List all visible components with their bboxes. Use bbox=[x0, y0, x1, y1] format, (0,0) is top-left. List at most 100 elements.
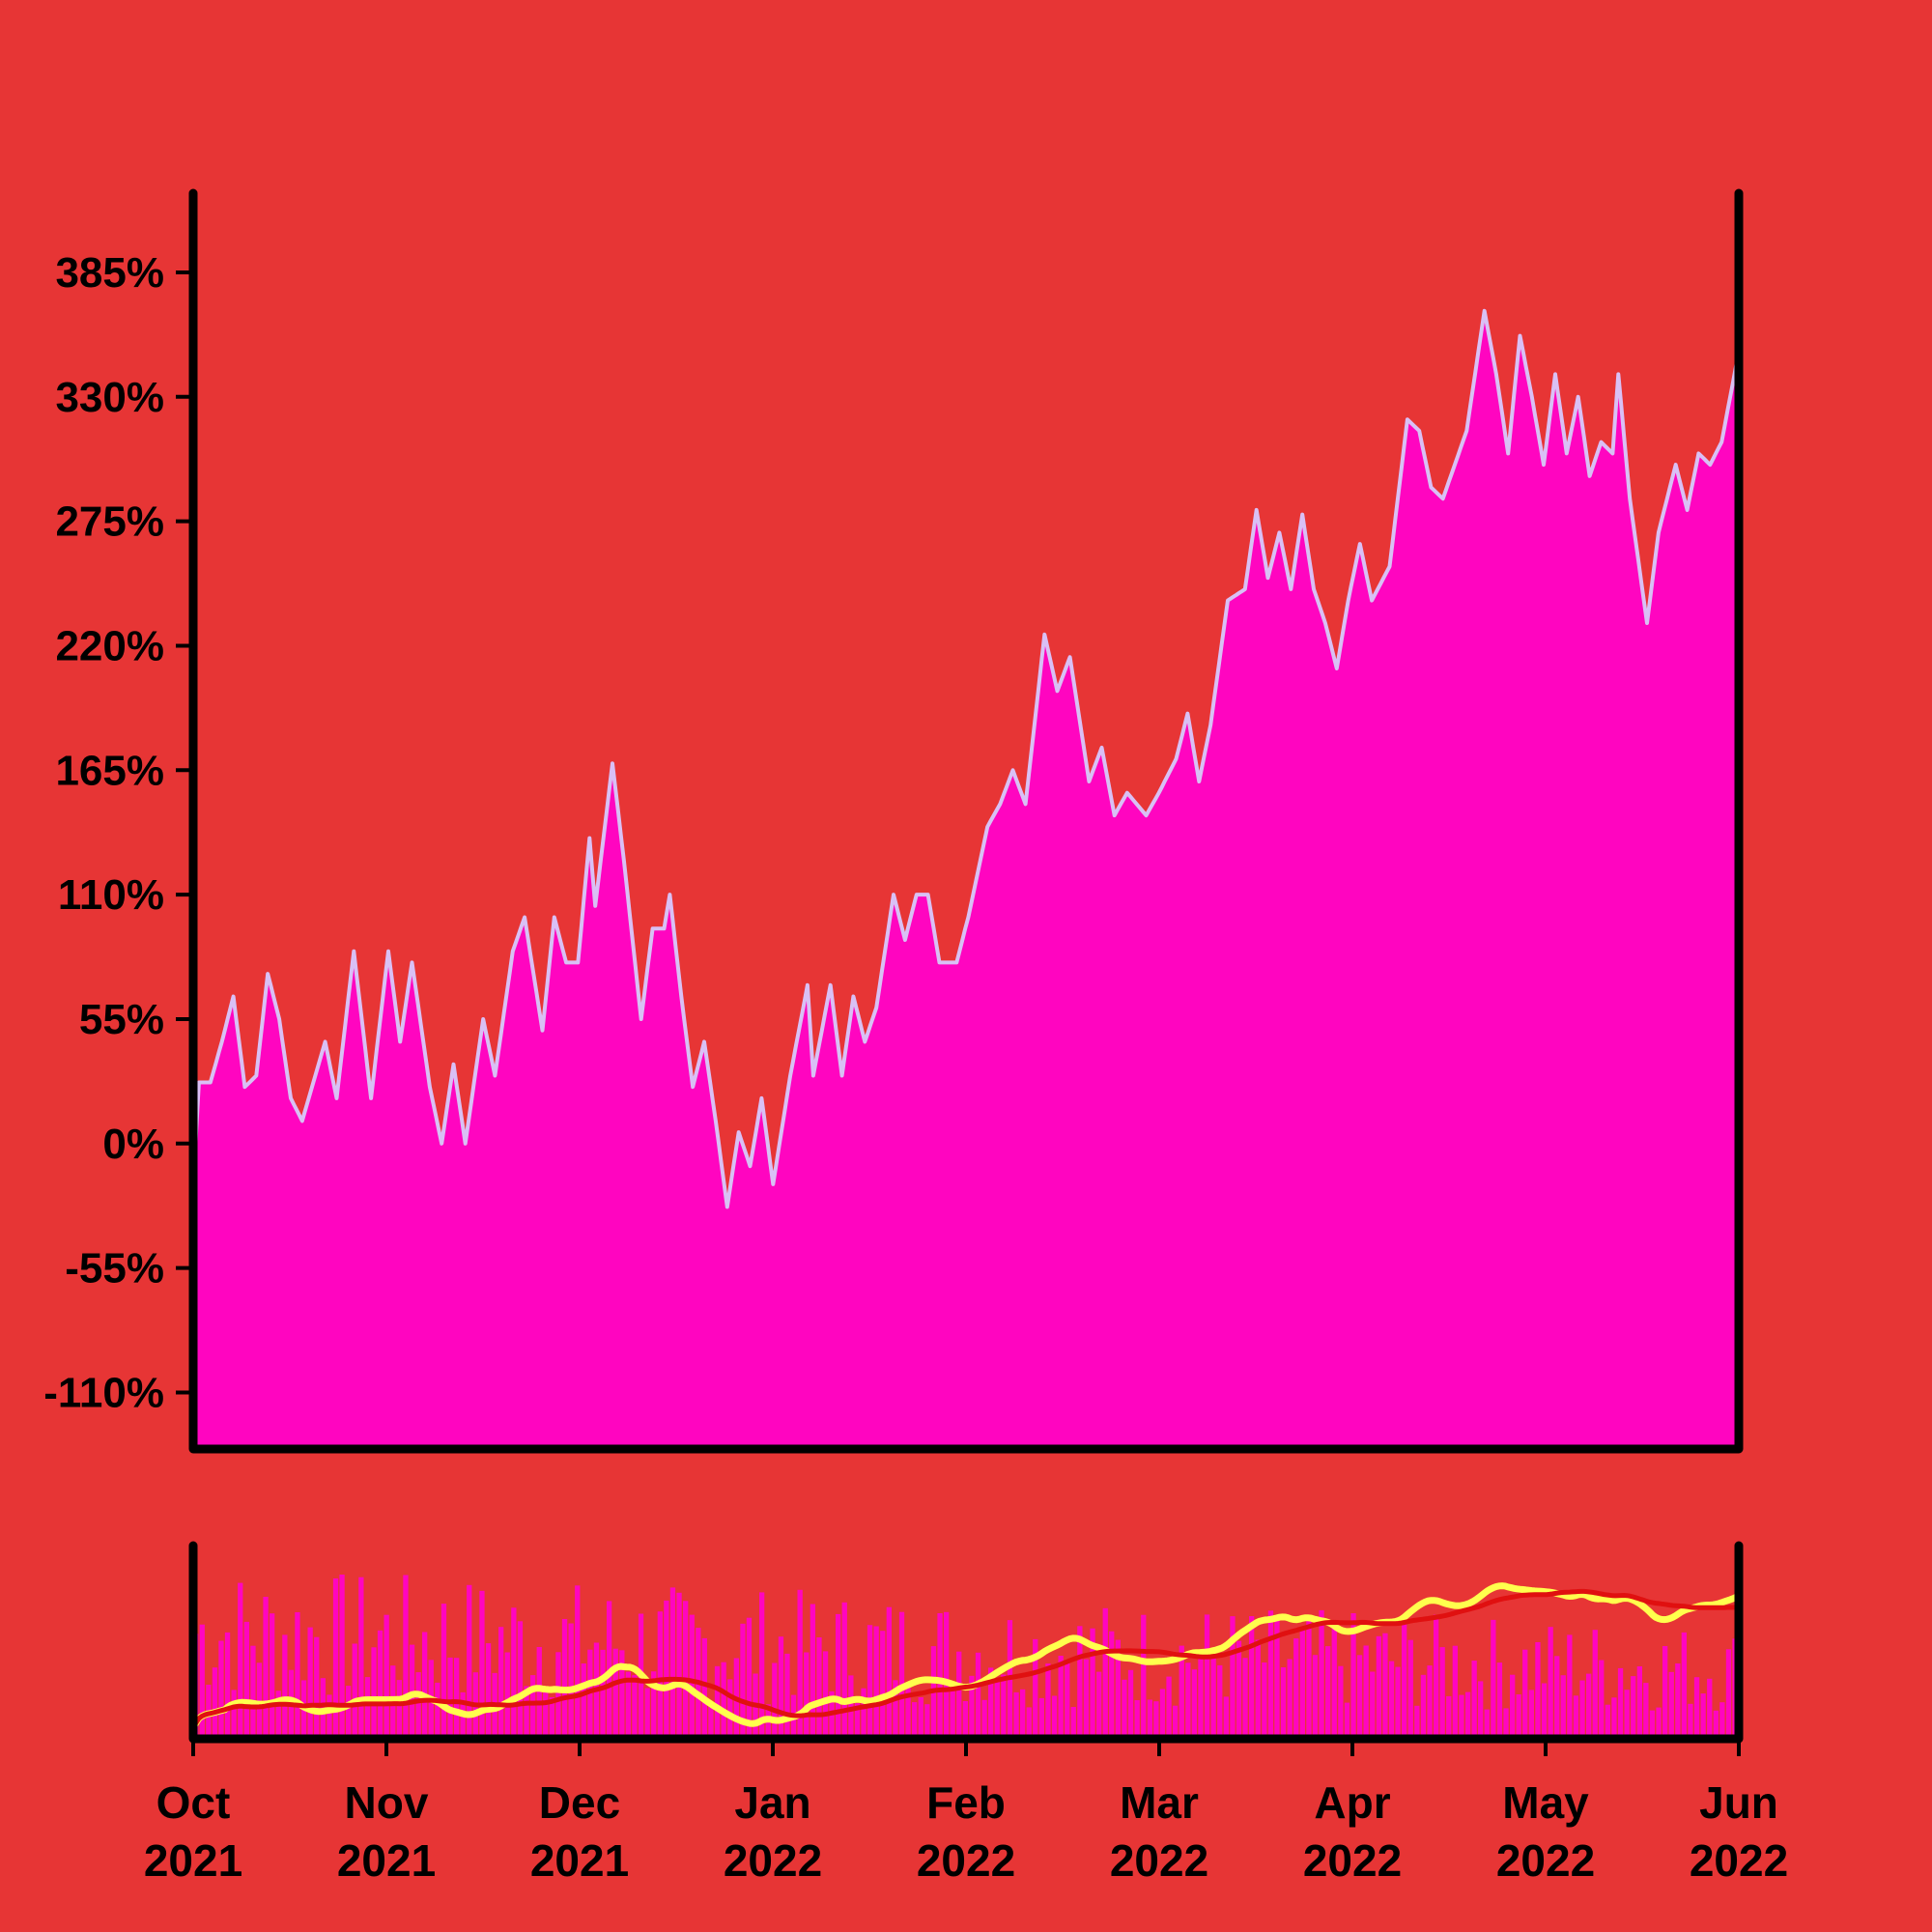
volume-bar bbox=[1242, 1658, 1248, 1739]
volume-bar bbox=[727, 1679, 733, 1739]
volume-bar bbox=[1395, 1666, 1401, 1739]
volume-bar bbox=[1191, 1669, 1197, 1739]
volume-bar bbox=[1420, 1674, 1427, 1739]
volume-bar bbox=[994, 1681, 1000, 1739]
volume-bar bbox=[778, 1636, 784, 1739]
volume-bar bbox=[1077, 1626, 1083, 1739]
volume-bar bbox=[625, 1671, 631, 1739]
volume-bar bbox=[1166, 1676, 1172, 1739]
volume-bar bbox=[1096, 1671, 1102, 1739]
volume-bar bbox=[314, 1636, 320, 1739]
volume-bar bbox=[1325, 1646, 1331, 1739]
volume-bar bbox=[797, 1589, 803, 1739]
volume-bar bbox=[295, 1612, 300, 1739]
volume-bar bbox=[1083, 1659, 1090, 1739]
volume-bar bbox=[1427, 1665, 1433, 1739]
x-tick-year-label: 2022 bbox=[1110, 1835, 1208, 1886]
volume-bar bbox=[873, 1626, 879, 1739]
volume-bar bbox=[1090, 1628, 1095, 1739]
volume-bar bbox=[1496, 1662, 1503, 1739]
volume-bar bbox=[1675, 1663, 1681, 1739]
volume-bar bbox=[524, 1686, 529, 1739]
volume-bar bbox=[918, 1697, 923, 1739]
volume-bar bbox=[701, 1637, 707, 1739]
volume-bar bbox=[581, 1663, 586, 1739]
volume-bar bbox=[282, 1634, 288, 1739]
volume-bar bbox=[1134, 1700, 1140, 1739]
volume-bar bbox=[543, 1691, 549, 1739]
volume-bar bbox=[1065, 1662, 1070, 1739]
volume-bar bbox=[1319, 1609, 1324, 1739]
volume-bar bbox=[981, 1699, 987, 1739]
volume-bar bbox=[536, 1647, 542, 1739]
price-panel: -110% -55% 0% 55% 110% 165% 220% 275% 330% 385% bbox=[43, 188, 1744, 1454]
volume-bar bbox=[1459, 1694, 1464, 1739]
volume-bar bbox=[721, 1662, 726, 1739]
volume-bar bbox=[1617, 1667, 1624, 1739]
volume-bar bbox=[364, 1677, 371, 1739]
volume-bar bbox=[1649, 1710, 1656, 1739]
volume-bar bbox=[950, 1690, 955, 1739]
y-tick-label: -55% bbox=[65, 1245, 164, 1293]
volume-bar bbox=[880, 1631, 886, 1739]
y-tick-label: 110% bbox=[58, 871, 164, 919]
volume-bar bbox=[1725, 1649, 1732, 1739]
volume-bar bbox=[1267, 1610, 1274, 1739]
volume-bar bbox=[644, 1688, 650, 1739]
volume-bar bbox=[530, 1675, 536, 1739]
volume-bar bbox=[377, 1630, 384, 1739]
volume-bar bbox=[1262, 1662, 1267, 1739]
volume-bar bbox=[1350, 1613, 1356, 1739]
volume-bar bbox=[836, 1613, 841, 1739]
volume-bar bbox=[676, 1592, 682, 1739]
volume-bar bbox=[1020, 1689, 1026, 1739]
volume-bar bbox=[1026, 1707, 1032, 1739]
volume-bar bbox=[1491, 1619, 1496, 1739]
volume-bar bbox=[1331, 1627, 1337, 1739]
volume-bar bbox=[250, 1645, 256, 1739]
x-tick-year-label: 2022 bbox=[1303, 1835, 1402, 1886]
volume-bar bbox=[339, 1575, 345, 1739]
volume-bar bbox=[683, 1601, 689, 1739]
volume-bar bbox=[664, 1600, 669, 1739]
panel-border bbox=[188, 188, 1744, 1454]
volume-bar bbox=[212, 1667, 218, 1739]
volume-bar bbox=[1541, 1683, 1548, 1739]
x-tick-month-label: Nov bbox=[345, 1777, 429, 1828]
volume-bar bbox=[1605, 1704, 1610, 1739]
x-tick-month-label: Dec bbox=[539, 1777, 620, 1828]
volume-bar bbox=[1681, 1632, 1687, 1739]
volume-bar bbox=[1407, 1639, 1413, 1739]
y-tick-label: -110% bbox=[43, 1369, 164, 1416]
x-tick-year-label: 2022 bbox=[1690, 1835, 1788, 1886]
volume-bar bbox=[759, 1592, 765, 1739]
volume-bar bbox=[822, 1651, 829, 1739]
x-tick-month-label: Mar bbox=[1120, 1777, 1199, 1828]
volume-bar bbox=[1452, 1645, 1458, 1739]
volume-bar bbox=[1001, 1674, 1007, 1739]
volume-bar bbox=[1434, 1614, 1439, 1739]
volume-bar bbox=[912, 1702, 918, 1739]
volume-bar bbox=[1471, 1661, 1477, 1739]
volume-bar bbox=[1070, 1707, 1076, 1739]
volume-bar bbox=[587, 1649, 593, 1739]
volume-bar bbox=[886, 1606, 892, 1739]
volume-bar bbox=[1122, 1679, 1127, 1739]
y-tick-label: 55% bbox=[79, 996, 164, 1043]
volume-bar bbox=[1719, 1702, 1725, 1739]
volume-bar bbox=[1363, 1645, 1369, 1739]
volume-bar bbox=[1376, 1635, 1381, 1739]
volume-bar bbox=[422, 1632, 428, 1739]
volume-bar bbox=[1554, 1656, 1560, 1739]
volume-bar bbox=[1287, 1659, 1293, 1739]
x-tick-year-label: 2021 bbox=[144, 1835, 242, 1886]
volume-bar bbox=[231, 1690, 237, 1739]
volume-bar bbox=[861, 1688, 867, 1739]
volume-bar bbox=[504, 1652, 510, 1739]
volume-bar bbox=[1033, 1638, 1038, 1739]
volume-bar bbox=[498, 1627, 504, 1739]
volume-bar bbox=[1484, 1709, 1490, 1739]
volume-bar bbox=[1402, 1624, 1407, 1739]
slow-moving-average-line bbox=[190, 1588, 1740, 1729]
volume-bar bbox=[454, 1658, 460, 1739]
